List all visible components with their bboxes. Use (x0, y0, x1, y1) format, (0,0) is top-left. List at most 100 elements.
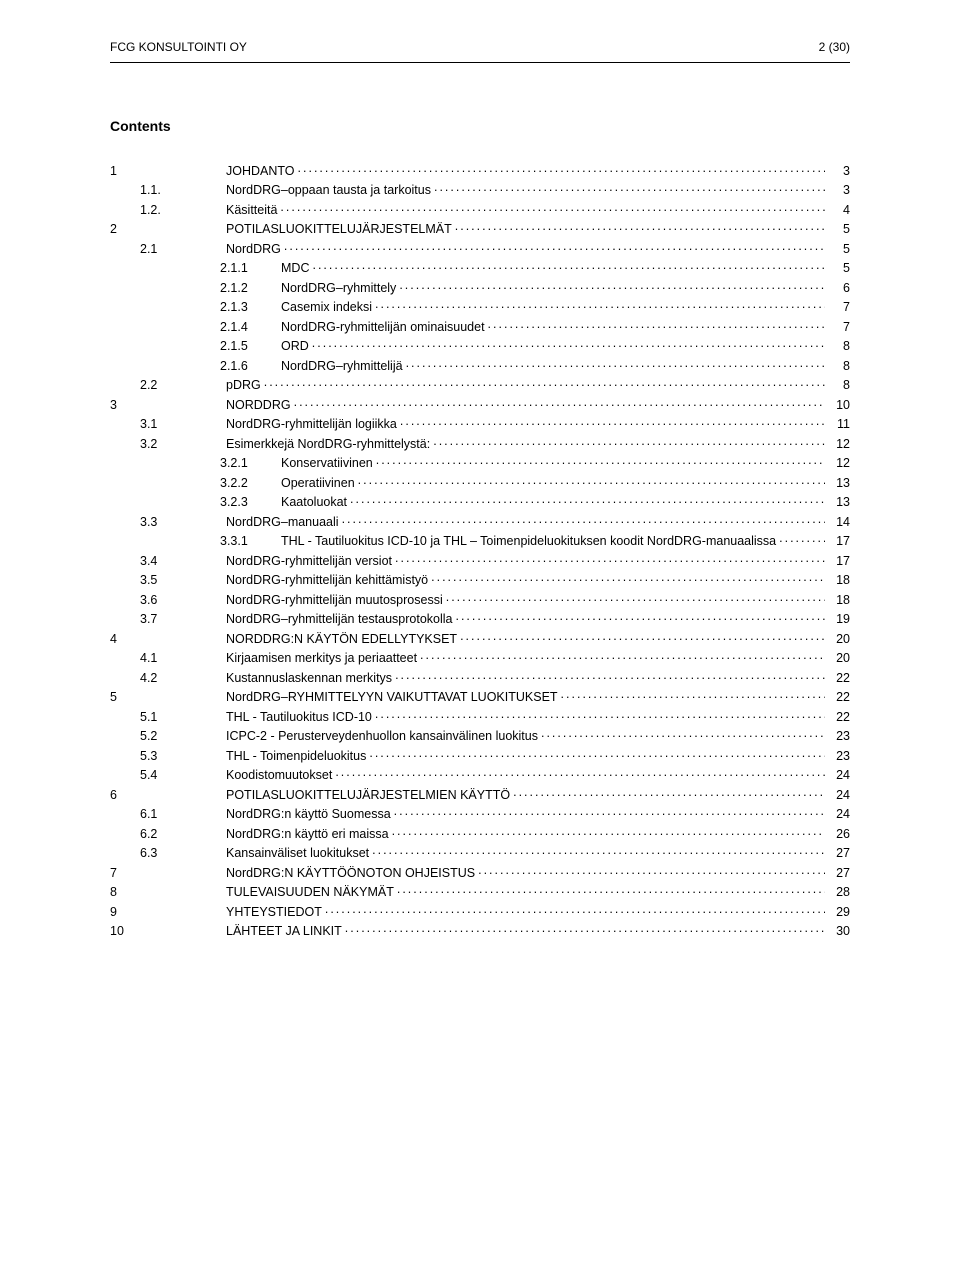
toc-entry-page: 20 (825, 651, 850, 665)
toc-entry[interactable]: 1JOHDANTO3 (110, 162, 850, 178)
toc-entry-page: 10 (825, 398, 850, 412)
toc-entry-page: 5 (825, 222, 850, 236)
header-company: FCG KONSULTOINTI OY (110, 40, 247, 54)
toc-entry-title: Esimerkkejä NordDRG-ryhmittelystä: (226, 437, 433, 451)
toc-entry-number: 3.3 (140, 515, 226, 529)
toc-entry[interactable]: 1.2.Käsitteitä4 (140, 201, 850, 217)
toc-leader-dots (488, 318, 825, 331)
toc-entry-title: Kansainväliset luokitukset (226, 846, 372, 860)
toc-entry-title: NordDRG:n käyttö Suomessa (226, 807, 394, 821)
toc-entry[interactable]: 9YHTEYSTIEDOT29 (110, 903, 850, 919)
toc-leader-dots (541, 728, 825, 741)
toc-entry-number: 3 (110, 398, 226, 412)
toc-leader-dots (406, 357, 825, 370)
toc-entry-title: Koodistomuutokset (226, 768, 335, 782)
toc-entry[interactable]: 2.1.4NordDRG-ryhmittelijän ominaisuudet7 (220, 318, 850, 334)
toc-entry-number: 4.1 (140, 651, 226, 665)
toc-entry-page: 18 (825, 593, 850, 607)
toc-entry[interactable]: 2.1.6NordDRG–ryhmittelijä8 (220, 357, 850, 373)
toc-entry-title: LÄHTEET JA LINKIT (226, 924, 345, 938)
toc-entry-page: 12 (825, 437, 850, 451)
toc-entry[interactable]: 2.1NordDRG5 (140, 240, 850, 256)
toc-leader-dots (335, 767, 825, 780)
toc-entry[interactable]: 6.3Kansainväliset luokitukset27 (140, 845, 850, 861)
toc-entry-page: 8 (825, 359, 850, 373)
toc-entry[interactable]: 3.3.1THL - Tautiluokitus ICD-10 ja THL –… (220, 533, 850, 549)
toc-entry-title: POTILASLUOKITTELUJÄRJESTELMIEN KÄYTTÖ (226, 788, 513, 802)
toc-entry[interactable]: 3.2.1Konservatiivinen12 (220, 455, 850, 471)
toc-entry[interactable]: 2.1.3Casemix indeksi7 (220, 299, 850, 315)
toc-entry[interactable]: 5.1THL - Tautiluokitus ICD-1022 (140, 708, 850, 724)
toc-entry-page: 8 (825, 378, 850, 392)
toc-entry[interactable]: 2.1.2NordDRG–ryhmittely6 (220, 279, 850, 295)
toc-entry-number: 5.2 (140, 729, 226, 743)
toc-entry-title: THL - Tautiluokitus ICD-10 (226, 710, 375, 724)
toc-entry[interactable]: 8TULEVAISUUDEN NÄKYMÄT28 (110, 884, 850, 900)
toc-entry-page: 5 (825, 261, 850, 275)
toc-entry-title: NordDRG–ryhmittelijä (281, 359, 406, 373)
toc-entry-number: 2.1.4 (220, 320, 281, 334)
toc-entry[interactable]: 3.2Esimerkkejä NordDRG-ryhmittelystä:12 (140, 435, 850, 451)
toc-entry-number: 3.6 (140, 593, 226, 607)
toc-entry-title: Konservatiivinen (281, 456, 376, 470)
toc-entry-number: 6.2 (140, 827, 226, 841)
toc-entry[interactable]: 5.3THL - Toimenpideluokitus23 (140, 747, 850, 763)
toc-entry-page: 30 (825, 924, 850, 938)
toc-entry-title: THL - Toimenpideluokitus (226, 749, 369, 763)
toc-leader-dots (478, 864, 825, 877)
toc-entry-page: 11 (825, 417, 850, 431)
toc-entry[interactable]: 3.6NordDRG-ryhmittelijän muutosprosessi 1… (140, 591, 850, 607)
toc-entry[interactable]: 3.4NordDRG-ryhmittelijän versiot17 (140, 552, 850, 568)
toc-entry-page: 23 (825, 749, 850, 763)
toc-leader-dots (345, 923, 825, 936)
toc-entry[interactable]: 3.3NordDRG–manuaali14 (140, 513, 850, 529)
toc-entry-number: 2.1.3 (220, 300, 281, 314)
toc-entry-page: 4 (825, 203, 850, 217)
toc-entry-title: NordDRG-ryhmittelijän muutosprosessi (226, 593, 446, 607)
toc-entry[interactable]: 10LÄHTEET JA LINKIT30 (110, 923, 850, 939)
toc-leader-dots (779, 533, 825, 546)
toc-entry[interactable]: 3.2.3Kaatoluokat13 (220, 494, 850, 510)
toc-entry[interactable]: 1.1.NordDRG–oppaan tausta ja tarkoitus3 (140, 182, 850, 198)
toc-entry-page: 29 (825, 905, 850, 919)
toc-leader-dots (375, 708, 825, 721)
toc-entry-number: 3.7 (140, 612, 226, 626)
toc-leader-dots (294, 396, 825, 409)
toc-entry-title: NordDRG-ryhmittelijän ominaisuudet (281, 320, 488, 334)
header-row: FCG KONSULTOINTI OY 2 (30) (110, 40, 850, 54)
toc-entry-number: 1 (110, 164, 226, 178)
toc-entry[interactable]: 3.5NordDRG-ryhmittelijän kehittämistyö18 (140, 572, 850, 588)
toc-entry[interactable]: 3.2.2Operatiivinen13 (220, 474, 850, 490)
toc-leader-dots (400, 416, 825, 429)
toc-entry-page: 8 (825, 339, 850, 353)
toc-entry[interactable]: 5.2ICPC-2 - Perusterveydenhuollon kansai… (140, 728, 850, 744)
toc-entry-title: Kustannuslaskennan merkitys (226, 671, 395, 685)
toc-entry[interactable]: 4.1Kirjaamisen merkitys ja periaatteet20 (140, 650, 850, 666)
toc-entry[interactable]: 2.1.1MDC5 (220, 260, 850, 276)
toc-entry-number: 4 (110, 632, 226, 646)
toc-entry-page: 27 (825, 846, 850, 860)
toc-entry[interactable]: 4.2Kustannuslaskennan merkitys22 (140, 669, 850, 685)
toc-entry[interactable]: 3NORDDRG10 (110, 396, 850, 412)
toc-entry-title: NORDDRG:N KÄYTÖN EDELLYTYKSET (226, 632, 460, 646)
toc-entry[interactable]: 3.1NordDRG-ryhmittelijän logiikka11 (140, 416, 850, 432)
toc-leader-dots (284, 240, 825, 253)
toc-entry[interactable]: 5.4Koodistomuutokset24 (140, 767, 850, 783)
toc-entry[interactable]: 7NordDRG:N KÄYTTÖÖNOTON OHJEISTUS27 (110, 864, 850, 880)
toc-entry[interactable]: 2.1.5ORD8 (220, 338, 850, 354)
toc-entry[interactable]: 6POTILASLUOKITTELUJÄRJESTELMIEN KÄYTTÖ24 (110, 786, 850, 802)
toc-entry[interactable]: 6.2NordDRG:n käyttö eri maissa26 (140, 825, 850, 841)
toc-entry[interactable]: 2POTILASLUOKITTELUJÄRJESTELMÄT5 (110, 221, 850, 237)
toc-entry[interactable]: 3.7NordDRG–ryhmittelijän testausprotokol… (140, 611, 850, 627)
toc-entry[interactable]: 6.1NordDRG:n käyttö Suomessa24 (140, 806, 850, 822)
toc-entry-title: ORD (281, 339, 312, 353)
toc-entry[interactable]: 2.2pDRG8 (140, 377, 850, 393)
toc-leader-dots (395, 552, 825, 565)
toc-entry-page: 13 (825, 495, 850, 509)
toc-leader-dots (369, 747, 825, 760)
toc-entry[interactable]: 5NordDRG–RYHMITTELYYN VAIKUTTAVAT LUOKIT… (110, 689, 850, 705)
toc-entry-number: 3.3.1 (220, 534, 281, 548)
toc-entry[interactable]: 4NORDDRG:N KÄYTÖN EDELLYTYKSET20 (110, 630, 850, 646)
toc-leader-dots (420, 650, 825, 663)
toc-entry-page: 27 (825, 866, 850, 880)
